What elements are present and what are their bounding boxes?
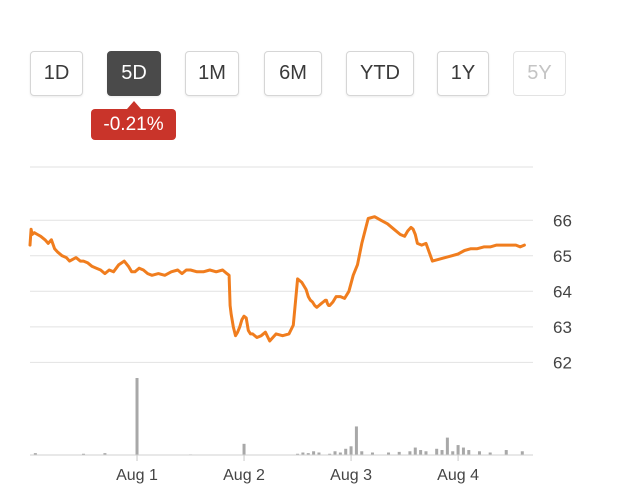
x-axis: Aug 1 Aug 2 Aug 3 Aug 4 (116, 455, 479, 484)
volume-bar (317, 452, 321, 455)
volume-bar (360, 451, 364, 455)
volume-bars (33, 378, 524, 455)
volume-bar (456, 445, 460, 455)
volume-bar (520, 451, 524, 455)
volume-bar (419, 450, 423, 455)
volume-bar (424, 451, 428, 455)
volume-bar (387, 452, 391, 455)
volume-bar (435, 448, 439, 455)
x-tick-label: Aug 4 (437, 467, 479, 484)
range-button-1m[interactable]: 1M (185, 51, 239, 96)
volume-bar (349, 446, 353, 455)
x-tick-label: Aug 1 (116, 467, 158, 484)
range-button-1y[interactable]: 1Y (437, 51, 489, 96)
volume-bar (33, 453, 37, 455)
volume-bar (397, 451, 401, 455)
badge-caret (127, 101, 141, 109)
price-chart: 62 63 64 65 66 Aug 1 Aug 2 Aug 3 Aug 4 (28, 166, 572, 484)
range-button-5d[interactable]: 5D (107, 51, 161, 96)
y-tick-label: 65 (553, 247, 572, 266)
range-button-6m[interactable]: 6M (264, 51, 322, 96)
y-axis-labels: 62 63 64 65 66 (553, 211, 572, 372)
volume-bar (306, 453, 310, 455)
price-line (28, 215, 526, 343)
change-badge: -0.21% (91, 101, 176, 140)
volume-bar (467, 450, 471, 455)
volume-bar (488, 452, 492, 455)
range-button-1d[interactable]: 1D (30, 51, 83, 96)
volume-bar (296, 453, 300, 455)
volume-bar (445, 437, 449, 455)
volume-bar (82, 453, 86, 455)
volume-bar (408, 451, 412, 455)
grid-lines (30, 166, 533, 363)
y-tick-label: 62 (553, 353, 572, 372)
volume-bar (344, 448, 348, 455)
y-tick-label: 63 (553, 318, 572, 337)
volume-bar (301, 452, 305, 455)
volume-bar (135, 378, 139, 455)
x-tick-label: Aug 3 (330, 467, 372, 484)
range-selector: 1D 5D 1M 6M YTD 1Y 5Y -0.21% (0, 0, 640, 150)
volume-bar (413, 447, 417, 455)
volume-bar (312, 451, 316, 455)
volume-bar (370, 452, 374, 455)
volume-bar (451, 451, 455, 455)
volume-bar (328, 453, 332, 455)
volume-bar (354, 426, 358, 455)
range-button-ytd[interactable]: YTD (346, 51, 414, 96)
range-button-5y: 5Y (513, 51, 566, 96)
y-tick-label: 66 (553, 211, 572, 230)
change-value: -0.21% (103, 114, 164, 135)
x-tick-label: Aug 2 (223, 467, 265, 484)
volume-bar (440, 450, 444, 455)
volume-bar (333, 451, 337, 455)
volume-bar (504, 450, 508, 455)
volume-bar (338, 452, 342, 455)
volume-bar (461, 447, 465, 455)
volume-bar (242, 443, 246, 455)
y-tick-label: 64 (553, 282, 572, 301)
volume-bar (477, 451, 481, 455)
volume-bar (103, 453, 107, 455)
